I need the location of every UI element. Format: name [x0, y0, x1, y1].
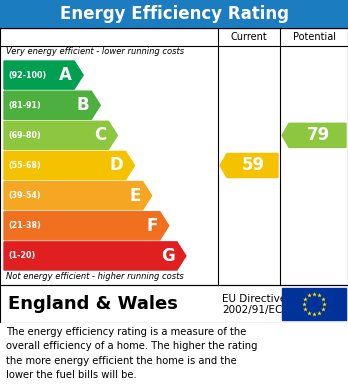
Polygon shape — [4, 242, 186, 270]
Text: Potential: Potential — [293, 32, 335, 42]
Text: D: D — [110, 156, 124, 174]
Text: (39-54): (39-54) — [8, 191, 41, 200]
Text: C: C — [94, 126, 106, 144]
Polygon shape — [4, 212, 169, 240]
Text: (21-38): (21-38) — [8, 221, 41, 230]
Bar — [0, 28, 348, 285]
Text: (92-100): (92-100) — [8, 70, 46, 80]
Text: England & Wales: England & Wales — [8, 295, 178, 313]
Text: 2002/91/EC: 2002/91/EC — [222, 305, 282, 315]
Text: Very energy efficient - lower running costs: Very energy efficient - lower running co… — [6, 47, 184, 56]
Polygon shape — [4, 151, 135, 179]
Text: (55-68): (55-68) — [8, 161, 41, 170]
Polygon shape — [220, 153, 278, 178]
Text: A: A — [59, 66, 72, 84]
Bar — [0, 285, 348, 323]
Bar — [282, 288, 346, 320]
Polygon shape — [4, 121, 117, 149]
Text: E: E — [129, 187, 141, 204]
Text: Current: Current — [231, 32, 267, 42]
Text: 79: 79 — [306, 126, 330, 144]
Bar — [0, 0, 348, 28]
Text: G: G — [161, 247, 175, 265]
Polygon shape — [282, 123, 346, 147]
Text: (69-80): (69-80) — [8, 131, 41, 140]
Text: (1-20): (1-20) — [8, 251, 35, 260]
Bar — [0, 323, 348, 391]
Polygon shape — [4, 61, 83, 89]
Text: Not energy efficient - higher running costs: Not energy efficient - higher running co… — [6, 272, 184, 281]
Text: EU Directive: EU Directive — [222, 294, 286, 305]
Polygon shape — [4, 91, 100, 119]
Polygon shape — [4, 181, 152, 210]
Text: F: F — [147, 217, 158, 235]
Text: B: B — [77, 96, 89, 114]
Text: 59: 59 — [242, 156, 264, 174]
Text: Energy Efficiency Rating: Energy Efficiency Rating — [60, 5, 288, 23]
Text: (81-91): (81-91) — [8, 101, 41, 110]
Text: The energy efficiency rating is a measure of the
overall efficiency of a home. T: The energy efficiency rating is a measur… — [6, 327, 258, 380]
